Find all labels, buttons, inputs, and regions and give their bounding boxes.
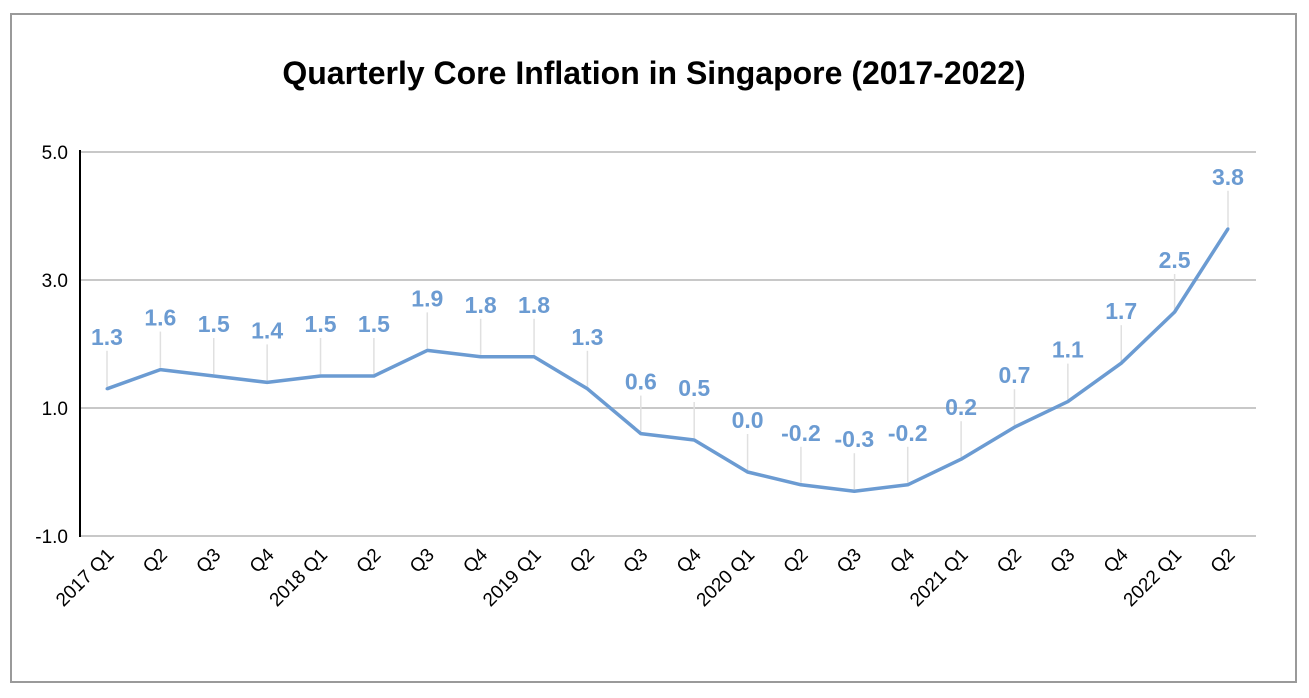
data-label: 1.8 (465, 292, 497, 318)
data-point (319, 374, 323, 378)
data-point (959, 457, 963, 461)
x-tick-label: Q2 (1207, 545, 1240, 578)
grid-lines (80, 151, 1256, 537)
data-point (532, 355, 536, 359)
data-label: 1.4 (251, 317, 283, 343)
data-point (1066, 400, 1070, 404)
y-axis: 5.0 3.0 1.0 -1.0 (35, 143, 81, 548)
x-tick-label: Q2 (353, 545, 386, 578)
y-tick-label: -1.0 (35, 527, 68, 548)
x-tick-label: Q2 (566, 545, 599, 578)
data-label: 1.6 (144, 305, 176, 331)
data-point (372, 374, 376, 378)
x-tick-label: Q3 (406, 545, 439, 578)
x-tick-label: Q4 (1100, 544, 1133, 577)
x-tick-label: 2022 Q1 (1120, 545, 1186, 611)
data-label: 0.7 (998, 362, 1030, 388)
data-point (692, 438, 696, 442)
leader-lines (106, 190, 1229, 490)
data-point (265, 380, 269, 384)
data-label: 3.8 (1212, 164, 1244, 190)
data-label: 1.5 (198, 311, 230, 337)
data-point (1012, 425, 1016, 429)
x-tick-label: Q4 (246, 544, 279, 577)
data-point (425, 348, 429, 352)
data-label: 0.6 (625, 369, 657, 395)
data-point (212, 374, 216, 378)
data-label: 0.0 (732, 407, 764, 433)
x-tick-label: Q3 (620, 545, 653, 578)
data-label: 1.5 (358, 311, 390, 337)
x-tick-label: Q2 (993, 545, 1026, 578)
x-tick-label: Q2 (780, 545, 813, 578)
data-label: 1.8 (518, 292, 550, 318)
data-point (639, 432, 643, 436)
data-point (799, 483, 803, 487)
x-tick-label: 2021 Q1 (906, 545, 972, 611)
x-tick-label: 2019 Q1 (479, 545, 545, 611)
y-tick-label: 5.0 (42, 143, 68, 164)
data-point (1119, 361, 1123, 365)
x-tick-label: Q3 (833, 545, 866, 578)
chart-title: Quarterly Core Inflation in Singapore (2… (282, 55, 1025, 91)
data-point (585, 387, 589, 391)
chart-frame (10, 13, 1297, 683)
y-tick-label: 3.0 (42, 271, 68, 292)
data-point (1226, 227, 1230, 231)
x-tick-label: Q2 (139, 545, 172, 578)
x-tick-label: Q4 (886, 544, 919, 577)
data-label: 1.9 (411, 285, 443, 311)
data-label: 1.3 (91, 324, 123, 350)
data-label: 2.5 (1159, 247, 1191, 273)
x-tick-label: Q3 (193, 545, 226, 578)
series-core-inflation (105, 227, 1230, 493)
data-label: -0.3 (835, 426, 875, 452)
data-label: 0.5 (678, 375, 710, 401)
data-label: 1.1 (1052, 337, 1084, 363)
x-tick-label: 2020 Q1 (693, 545, 759, 611)
data-point (158, 368, 162, 372)
data-label: 0.2 (945, 394, 977, 420)
data-label: 1.7 (1105, 298, 1137, 324)
data-point (746, 470, 750, 474)
data-labels: 1.31.6 1.5 1.4 1.5 1.51.9 1.8 1.81.30.6 0.50.0-… (91, 164, 1244, 452)
data-label: -0.2 (781, 420, 821, 446)
data-label: 1.5 (305, 311, 337, 337)
x-tick-label: Q3 (1047, 545, 1080, 578)
y-tick-label: 1.0 (42, 399, 68, 420)
x-tick-label: 2017 Q1 (52, 545, 118, 611)
x-tick-label: 2018 Q1 (266, 545, 332, 611)
x-tick-label: Q4 (459, 544, 492, 577)
series-line (106, 227, 1230, 493)
data-point (906, 483, 910, 487)
data-point (105, 387, 109, 391)
data-label: -0.2 (888, 420, 928, 446)
data-point (1173, 310, 1177, 314)
data-point (852, 489, 856, 493)
x-tick-label: Q4 (673, 544, 706, 577)
data-point (479, 355, 483, 359)
data-label: 1.3 (571, 324, 603, 350)
